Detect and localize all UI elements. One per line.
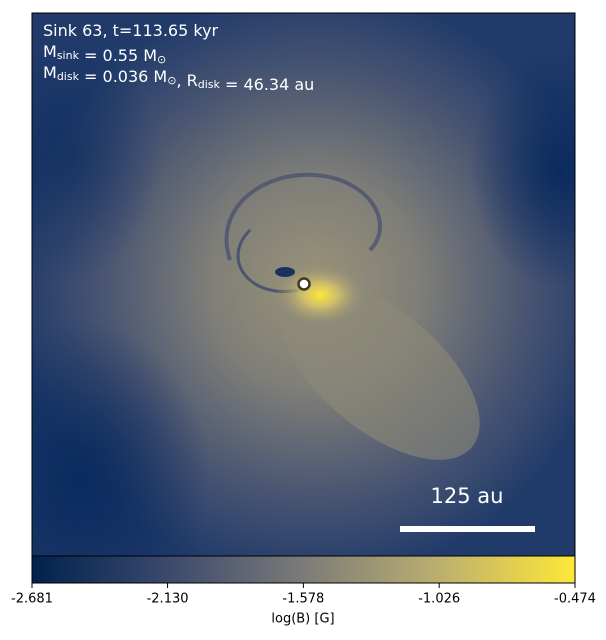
annotation-text: , R <box>176 71 197 90</box>
subscript: sink <box>57 49 80 62</box>
annotation-text: = 46.34 au <box>220 75 314 94</box>
subscript: ⊙ <box>167 74 176 87</box>
annotation-line: Mdisk = 0.036 M⊙, Rdisk = 46.34 au <box>43 63 314 94</box>
colorbar-label: log(B) [G] <box>271 612 334 627</box>
scale-bar-label: 125 au <box>431 484 504 508</box>
colorbar <box>31 555 576 584</box>
annotation-text: = 0.55 M <box>79 46 157 65</box>
colorbar-tick-label: -1.026 <box>418 592 460 607</box>
subscript: disk <box>198 78 221 91</box>
annotation-text: = 0.036 M <box>79 67 167 86</box>
sink-marker <box>297 277 311 291</box>
annotation-line: Sink 63, t=113.65 kyr <box>43 21 219 40</box>
colorbar-tick-label: -2.130 <box>147 592 189 607</box>
annotation-text: Sink 63, t=113.65 kyr <box>43 21 219 40</box>
annotation-text: M <box>43 63 57 82</box>
field-map <box>32 13 575 556</box>
colorbar-tick-label: -0.474 <box>554 592 596 607</box>
subscript: ⊙ <box>157 53 166 66</box>
annotation-line: Msink = 0.55 M⊙ <box>43 42 166 67</box>
annotation-text: M <box>43 42 57 61</box>
colorbar-tick-label: -2.681 <box>11 592 53 607</box>
colorbar-tick-label: -1.578 <box>282 592 324 607</box>
scale-bar <box>400 526 535 532</box>
subscript: disk <box>57 70 80 83</box>
